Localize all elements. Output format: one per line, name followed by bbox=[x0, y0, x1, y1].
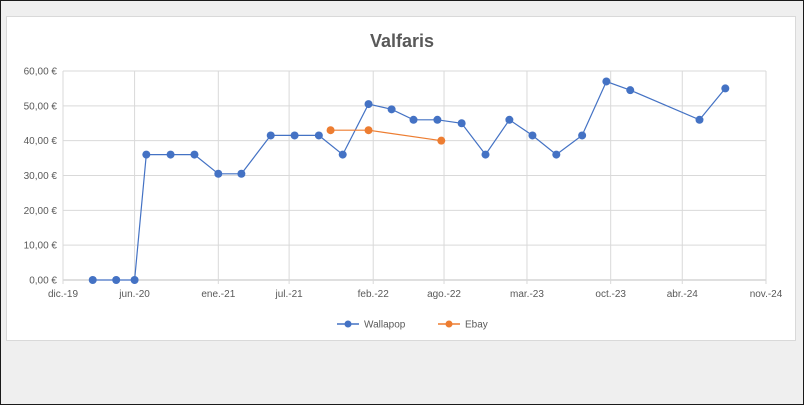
series-wallapop bbox=[88, 77, 730, 284]
x-axis-ticks: dic.-19 jun.-20 ene.-21 jul.-21 feb.-22 ago.-… bbox=[48, 289, 783, 300]
x-tick-label: abr.-24 bbox=[667, 289, 699, 300]
data-point bbox=[314, 131, 323, 140]
legend-item: Ebay bbox=[438, 320, 488, 331]
x-tick-label: jun.-20 bbox=[118, 289, 150, 300]
data-point bbox=[112, 276, 121, 284]
legend: Wallapop Ebay bbox=[337, 320, 488, 331]
data-point bbox=[338, 150, 347, 159]
x-tick-label: dic.-19 bbox=[48, 289, 78, 300]
data-point bbox=[387, 105, 396, 114]
legend-marker bbox=[445, 320, 453, 328]
legend-label: Ebay bbox=[465, 320, 488, 331]
series-line bbox=[92, 80, 726, 281]
data-point bbox=[505, 115, 514, 124]
data-point bbox=[364, 126, 373, 135]
data-point bbox=[457, 119, 466, 128]
y-tick-label: 30,00 € bbox=[24, 171, 58, 182]
chart-area: Valfaris dic.-19 jun.-20 ene.-21 jul.-21 feb… bbox=[6, 16, 796, 341]
chart-title: Valfaris bbox=[370, 31, 434, 51]
data-point bbox=[528, 131, 537, 140]
data-point bbox=[190, 150, 199, 159]
data-point bbox=[364, 100, 373, 109]
y-tick-label: 20,00 € bbox=[24, 206, 58, 217]
y-tick-label: 40,00 € bbox=[24, 136, 58, 147]
y-tick-label: 10,00 € bbox=[24, 241, 58, 252]
line-chart: Valfaris dic.-19 jun.-20 ene.-21 jul.-21 feb… bbox=[24, 31, 783, 331]
y-tick-label: 0,00 € bbox=[29, 276, 57, 287]
data-point bbox=[552, 150, 561, 159]
x-tick-label: ene.-21 bbox=[201, 289, 235, 300]
x-tick-label: oct.-23 bbox=[595, 289, 626, 300]
series-line bbox=[330, 129, 442, 142]
data-point bbox=[578, 131, 587, 140]
y-axis-ticks: 0,00 € 10,00 € 20,00 € 30,00 € 40,00 € 50,00 … bbox=[24, 67, 58, 287]
data-point bbox=[130, 276, 139, 284]
y-tick-label: 50,00 € bbox=[24, 101, 58, 112]
data-point bbox=[237, 169, 246, 178]
legend-marker bbox=[344, 320, 352, 328]
data-point bbox=[481, 150, 490, 159]
data-point bbox=[214, 169, 223, 178]
data-point bbox=[290, 131, 299, 140]
data-point bbox=[326, 126, 335, 135]
x-tick-label: nov.-24 bbox=[750, 289, 783, 300]
data-point bbox=[88, 276, 97, 284]
data-point bbox=[142, 150, 151, 159]
gridlines bbox=[62, 70, 767, 284]
data-point bbox=[437, 136, 446, 145]
data-point bbox=[695, 115, 704, 124]
data-point bbox=[721, 84, 730, 93]
data-point bbox=[626, 86, 635, 95]
y-tick-label: 60,00 € bbox=[24, 67, 58, 78]
data-point bbox=[602, 77, 611, 86]
x-tick-label: jul.-21 bbox=[274, 289, 303, 300]
series-ebay bbox=[326, 126, 446, 145]
x-tick-label: mar.-23 bbox=[510, 289, 544, 300]
data-point bbox=[166, 150, 175, 159]
legend-item: Wallapop bbox=[337, 320, 406, 331]
data-point bbox=[266, 131, 275, 140]
data-point bbox=[409, 115, 418, 124]
legend-label: Wallapop bbox=[364, 320, 406, 331]
x-tick-label: ago.-22 bbox=[427, 289, 461, 300]
series-group bbox=[88, 77, 730, 284]
data-point bbox=[433, 115, 442, 124]
x-tick-label: feb.-22 bbox=[358, 289, 390, 300]
